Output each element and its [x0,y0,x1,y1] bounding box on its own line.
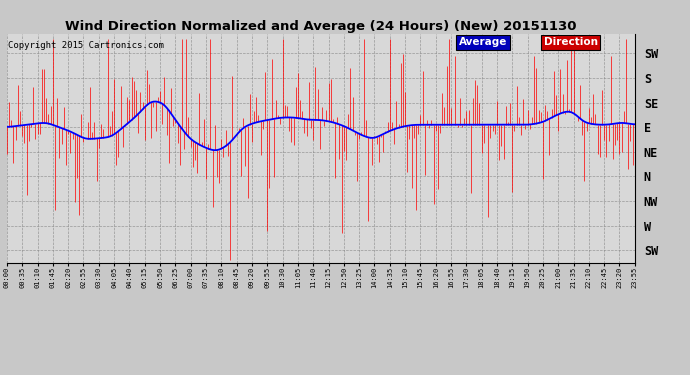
Text: Direction: Direction [544,37,598,47]
Text: Average: Average [459,37,507,47]
Text: Copyright 2015 Cartronics.com: Copyright 2015 Cartronics.com [8,40,164,50]
Title: Wind Direction Normalized and Average (24 Hours) (New) 20151130: Wind Direction Normalized and Average (2… [65,20,577,33]
